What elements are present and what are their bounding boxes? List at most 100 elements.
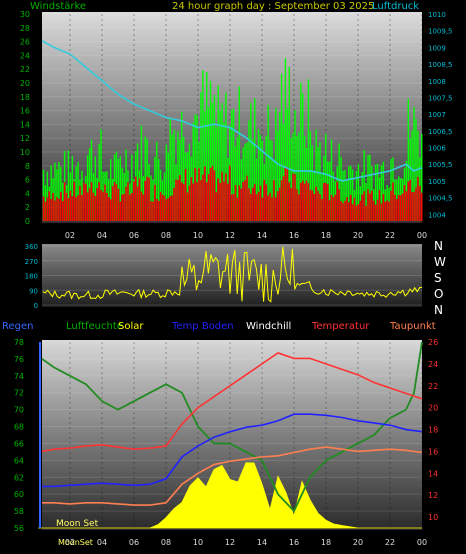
wind-average-bar bbox=[290, 188, 292, 221]
wind-average-bar bbox=[48, 191, 50, 221]
wind-tick-label: 30 bbox=[20, 10, 30, 19]
legend-luftfeuchte: Luftfeuchte bbox=[66, 321, 123, 332]
wind-gust-bar bbox=[182, 136, 185, 221]
wind-gust-bar bbox=[188, 143, 191, 221]
wind-average-bar bbox=[298, 194, 300, 221]
wind-average-bar bbox=[117, 188, 120, 221]
wind-average-bar bbox=[94, 195, 97, 221]
wind-gust-bar bbox=[261, 140, 264, 221]
wind-average-bar bbox=[134, 176, 137, 221]
wind-average-bar bbox=[62, 200, 64, 221]
wind-average-bar bbox=[177, 179, 179, 221]
direction-tick-label: 270 bbox=[25, 258, 38, 266]
wind-gust-bar bbox=[267, 104, 269, 221]
wind-average-bar bbox=[110, 199, 112, 221]
wind-average-bar bbox=[292, 173, 294, 221]
wind-average-bar bbox=[398, 195, 400, 221]
wind-average-bar bbox=[154, 184, 156, 221]
moon-set-bottom-label: MoonSet bbox=[58, 538, 93, 547]
wind-average-bar bbox=[156, 199, 158, 221]
wind-average-bar bbox=[257, 192, 260, 221]
wind-gust-bar bbox=[363, 150, 365, 221]
wind-gust-bar bbox=[56, 169, 58, 221]
wind-average-bar bbox=[365, 205, 367, 221]
wind-tick-label: 24 bbox=[20, 51, 30, 60]
wind-gust-bar bbox=[342, 170, 344, 221]
wind-average-bar bbox=[75, 197, 77, 221]
time-tick-label-bottom: 04 bbox=[97, 538, 107, 547]
time-tick-label: 22 bbox=[385, 231, 395, 240]
wind-average-bar bbox=[259, 185, 262, 221]
wind-tick-label: 12 bbox=[20, 134, 30, 143]
wind-average-bar bbox=[125, 186, 127, 221]
wind-tick-label: 16 bbox=[20, 107, 30, 116]
wind-average-bar bbox=[246, 175, 248, 221]
wind-gust-bar bbox=[119, 156, 121, 221]
wind-average-bar bbox=[294, 174, 296, 221]
wind-average-bar bbox=[250, 193, 252, 221]
direction-letter-n-bottom: N bbox=[434, 303, 443, 317]
wind-average-bar bbox=[315, 186, 317, 221]
wind-average-bar bbox=[234, 185, 237, 221]
soil-temperature-line bbox=[42, 413, 423, 488]
wind-average-bar bbox=[280, 180, 283, 221]
wind-average-bar bbox=[121, 194, 123, 221]
wind-average-bar bbox=[165, 199, 168, 221]
wind-gust-bar bbox=[167, 152, 169, 221]
wind-average-bar bbox=[79, 186, 81, 221]
wind-gust-bar bbox=[165, 144, 168, 221]
wind-average-bar bbox=[319, 194, 321, 221]
wind-average-bar bbox=[390, 191, 392, 221]
wind-gust-bar bbox=[325, 133, 327, 221]
wind-average-bar bbox=[346, 197, 348, 221]
wind-gust-bar bbox=[288, 66, 290, 222]
wind-average-bar bbox=[371, 190, 373, 221]
wind-average-bar bbox=[359, 200, 361, 221]
humidity-tick-label: 58 bbox=[14, 507, 24, 516]
pressure-tick-label: 1006 bbox=[428, 145, 446, 153]
wind-gust-bar bbox=[332, 171, 335, 221]
wind-average-bar bbox=[163, 195, 166, 221]
wind-average-bar bbox=[407, 181, 409, 221]
wind-average-bar bbox=[348, 202, 350, 221]
wind-gust-bar bbox=[217, 85, 219, 222]
wind-average-bar bbox=[342, 203, 344, 221]
wind-average-bar bbox=[311, 190, 313, 221]
wind-gust-bar bbox=[200, 92, 202, 221]
wind-gust-bar bbox=[302, 93, 304, 221]
temperature-tick-label: 18 bbox=[428, 426, 438, 435]
wind-gust-bar bbox=[350, 165, 352, 221]
wind-average-bar bbox=[309, 189, 312, 221]
wind-average-bar bbox=[317, 191, 319, 221]
wind-average-bar bbox=[369, 193, 371, 221]
wind-gust-bar bbox=[232, 108, 235, 221]
wind-average-bar bbox=[271, 197, 273, 221]
wind-tick-label: 20 bbox=[20, 79, 30, 88]
legend-solar: Solar bbox=[118, 321, 144, 332]
time-tick-label-bottom: 10 bbox=[193, 538, 203, 547]
humidity-tick-label: 66 bbox=[14, 439, 24, 448]
wind-gust-bar bbox=[382, 161, 385, 221]
pressure-tick-label: 1008 bbox=[428, 78, 446, 86]
time-tick-label: 06 bbox=[129, 231, 139, 240]
wind-average-bar bbox=[65, 192, 68, 221]
wind-gust-bar bbox=[321, 172, 323, 221]
wind-average-bar bbox=[334, 194, 337, 221]
time-tick-label-bottom: 22 bbox=[385, 538, 395, 547]
wind-average-bar bbox=[396, 199, 398, 221]
wind-average-bar bbox=[405, 191, 408, 221]
wind-average-bar bbox=[325, 182, 327, 221]
wind-average-bar bbox=[194, 168, 196, 221]
wind-gust-bar bbox=[340, 156, 342, 221]
wind-average-bar bbox=[104, 184, 106, 221]
legend-temperatur: Temperatur bbox=[311, 321, 370, 332]
wind-gust-bar bbox=[173, 129, 175, 221]
wind-average-bar bbox=[213, 170, 216, 221]
wind-average-bar bbox=[140, 191, 143, 221]
humidity-tick-label: 68 bbox=[14, 423, 24, 432]
wind-average-bar bbox=[215, 192, 217, 221]
direction-letter-w: W bbox=[434, 255, 446, 269]
wind-gust-bar bbox=[58, 162, 60, 221]
time-tick-label: 20 bbox=[353, 231, 363, 240]
wind-average-bar bbox=[401, 193, 404, 221]
